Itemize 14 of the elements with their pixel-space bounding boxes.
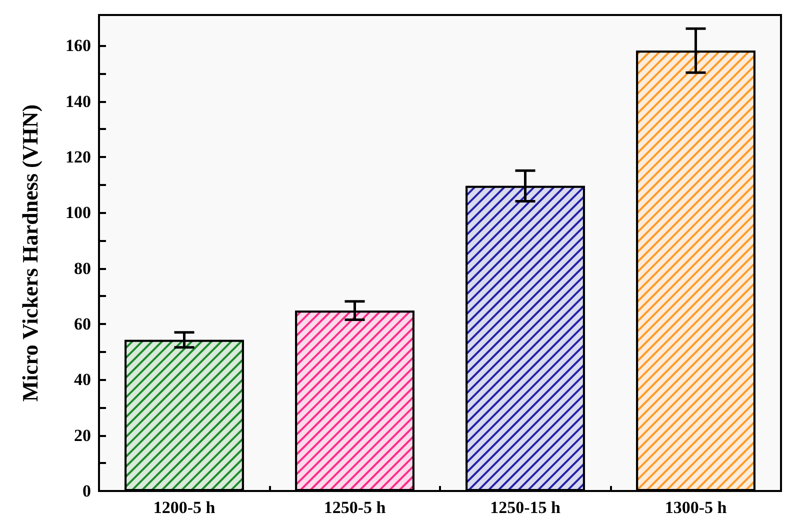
- y-tick-label: 100: [66, 203, 91, 222]
- x-tick-label: 1200-5 h: [153, 498, 216, 517]
- y-tick-label: 20: [74, 426, 91, 445]
- y-tick-label: 80: [74, 258, 91, 278]
- y-tick-label: 40: [74, 370, 91, 390]
- x-tick-label: 1250-5 h: [324, 498, 386, 517]
- y-tick-label: 60: [74, 314, 91, 334]
- x-tick-label: 1300-5 h: [664, 498, 728, 517]
- y-tick-label: 140: [66, 92, 91, 111]
- y-axis-title: Micro Vickers Hardness (VHN): [18, 104, 42, 402]
- y-tick-label: 160: [66, 36, 91, 56]
- y-tick-label: 0: [82, 482, 91, 500]
- x-tick-label: 1250-15 h: [490, 498, 561, 517]
- y-tick-label: 120: [66, 147, 91, 166]
